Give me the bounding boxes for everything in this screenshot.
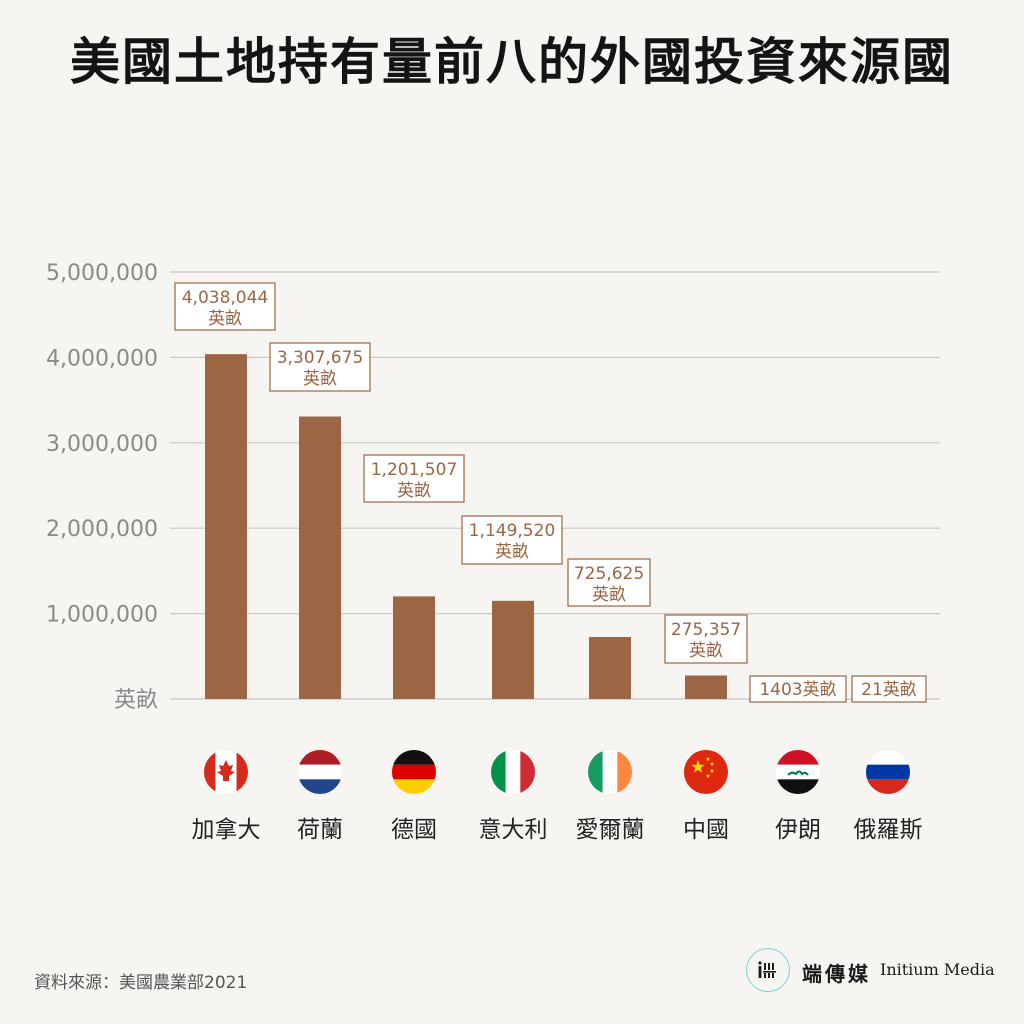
brand: 端傳媒 Initium Media <box>746 948 1006 996</box>
data-label-value: 3,307,675 <box>277 348 364 368</box>
china-flag-icon <box>684 750 728 794</box>
russia-flag-icon <box>866 750 910 794</box>
italy-flag-icon <box>491 750 535 794</box>
data-label: 21英畝 <box>851 675 927 703</box>
y-tick-label: 3,000,000 <box>46 432 158 457</box>
x-tick-label: 德國 <box>391 817 437 843</box>
ireland-flag-icon <box>588 750 632 794</box>
canada-flag-icon <box>204 750 248 794</box>
data-label-value: 1,149,520 <box>469 521 556 541</box>
x-tick-label: 加拿大 <box>192 816 261 843</box>
data-label-unit: 英畝 <box>689 641 723 661</box>
data-label-unit: 英畝 <box>303 369 337 389</box>
x-tick-label: 俄羅斯 <box>854 817 923 843</box>
x-tick-label: 愛爾蘭 <box>576 817 645 843</box>
data-label-value: 4,038,044 <box>182 288 269 308</box>
source-note: 資料來源：美國農業部2021 <box>34 973 248 993</box>
y-tick-label: 英畝 <box>114 688 158 713</box>
bar <box>685 675 727 699</box>
bar <box>299 416 341 699</box>
iraq-flag-icon <box>776 750 820 794</box>
data-label-value: 725,625 <box>574 564 644 584</box>
data-label-unit: 英畝 <box>883 680 917 700</box>
data-label-unit: 英畝 <box>495 542 529 562</box>
svg-text:1403英畝: 1403英畝 <box>759 680 836 700</box>
bar <box>393 596 435 699</box>
brand-name: 端傳媒 <box>802 962 871 986</box>
netherlands-flag-icon <box>298 750 342 794</box>
data-label-unit: 英畝 <box>208 309 242 329</box>
data-label-value: 1,201,507 <box>371 460 458 480</box>
data-label-value: 21 <box>861 680 883 700</box>
svg-text:21英畝: 21英畝 <box>861 680 917 700</box>
chart-title: 美國土地持有量前八的外國投資來源國 <box>70 33 954 91</box>
x-tick-label: 意大利 <box>479 817 548 843</box>
x-tick-label: 荷蘭 <box>297 817 343 843</box>
data-label-unit: 英畝 <box>592 585 626 605</box>
x-tick-label: 伊朗 <box>775 817 821 843</box>
initium-logo-icon <box>746 948 790 992</box>
y-tick-label: 5,000,000 <box>46 261 158 286</box>
y-tick-label: 1,000,000 <box>46 603 158 628</box>
data-label-value: 275,357 <box>671 620 741 640</box>
data-label-unit: 英畝 <box>397 481 431 501</box>
germany-flag-icon <box>392 750 436 794</box>
data-label-value: 1403 <box>759 680 802 700</box>
x-tick-label: 中國 <box>683 817 729 843</box>
bar <box>589 637 631 699</box>
data-label: 1403英畝 <box>749 675 847 703</box>
data-label-unit: 英畝 <box>803 680 837 700</box>
bar <box>205 354 247 699</box>
brand-english: Initium Media <box>880 960 995 979</box>
y-tick-label: 2,000,000 <box>46 517 158 542</box>
y-tick-label: 4,000,000 <box>46 346 158 371</box>
bar <box>492 600 534 699</box>
